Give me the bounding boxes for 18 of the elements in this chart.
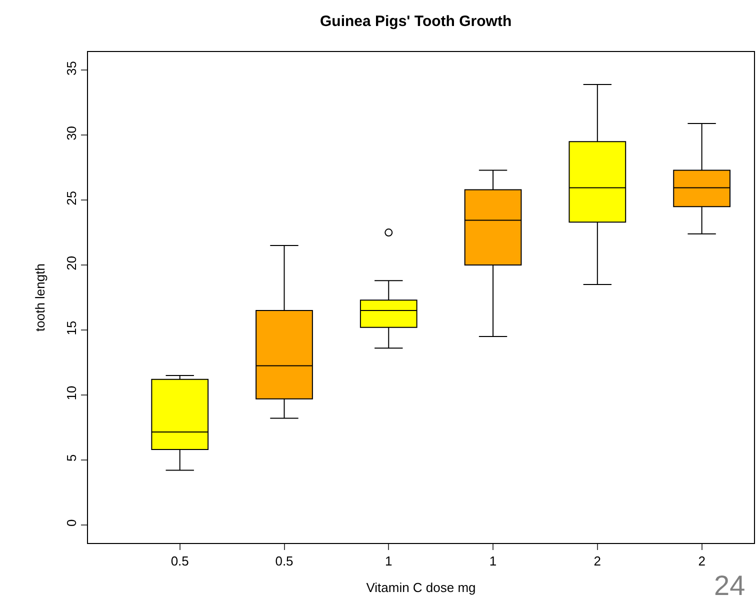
x-tick-label: 2 [698, 554, 706, 569]
y-tick-label: 30 [64, 126, 79, 140]
y-tick-label: 15 [64, 320, 79, 336]
chart-title: Guinea Pigs' Tooth Growth [320, 12, 512, 30]
x-tick-label: 1 [489, 554, 497, 569]
x-tick-label: 0.5 [170, 554, 189, 569]
y-tick-label: 25 [64, 190, 79, 206]
y-tick-label: 10 [64, 386, 79, 400]
y-tick-label: 5 [64, 454, 79, 462]
x-tick-label: 2 [594, 554, 602, 569]
y-axis-title: tooth length [32, 264, 48, 332]
y-tick-label: 20 [64, 256, 79, 270]
x-axis-title: Vitamin C dose mg [366, 580, 476, 596]
y-tick-label: 35 [64, 61, 79, 76]
y-tick-label: 0 [64, 519, 79, 526]
x-tick-label: 1 [385, 554, 392, 569]
x-tick-label: 0.5 [275, 554, 294, 569]
text: 24 [714, 570, 746, 601]
